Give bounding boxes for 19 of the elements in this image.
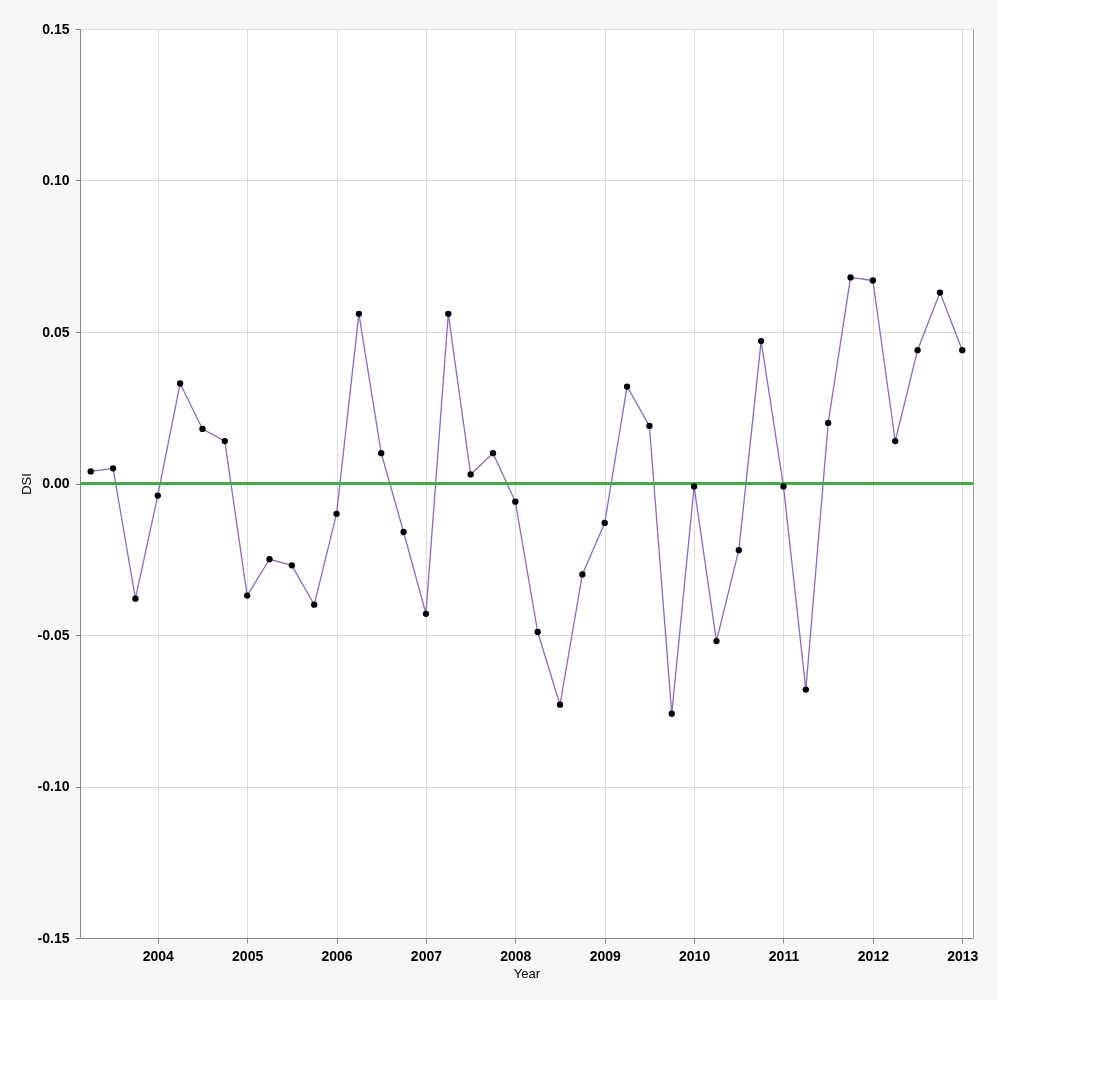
y-tick-label: 0.05 xyxy=(42,323,70,340)
y-tick-label: -0.05 xyxy=(37,626,70,643)
x-tick-label: 2012 xyxy=(857,947,890,964)
y-tick-label: 0.15 xyxy=(42,20,70,37)
y-tick-label: 0.10 xyxy=(42,172,70,188)
x-tick-label: 2013 xyxy=(947,947,979,964)
x-tick-label: 2005 xyxy=(232,947,264,964)
x-tick-label: 2004 xyxy=(142,947,175,964)
x-tick-label: 2008 xyxy=(500,947,532,964)
x-tick-label: 2010 xyxy=(679,947,711,964)
x-tick-label: 2009 xyxy=(589,947,621,964)
x-tick-label: 2007 xyxy=(410,947,443,964)
y-tick-label: -0.15 xyxy=(37,929,70,946)
x-tick-label: 2006 xyxy=(321,947,353,964)
y-axis-title: DSI xyxy=(18,473,34,495)
x-axis-title: Year xyxy=(513,965,541,981)
y-tick-label: -0.10 xyxy=(37,778,70,794)
y-tick-label: 0.00 xyxy=(42,475,70,491)
x-tick-label: 2011 xyxy=(768,947,800,964)
